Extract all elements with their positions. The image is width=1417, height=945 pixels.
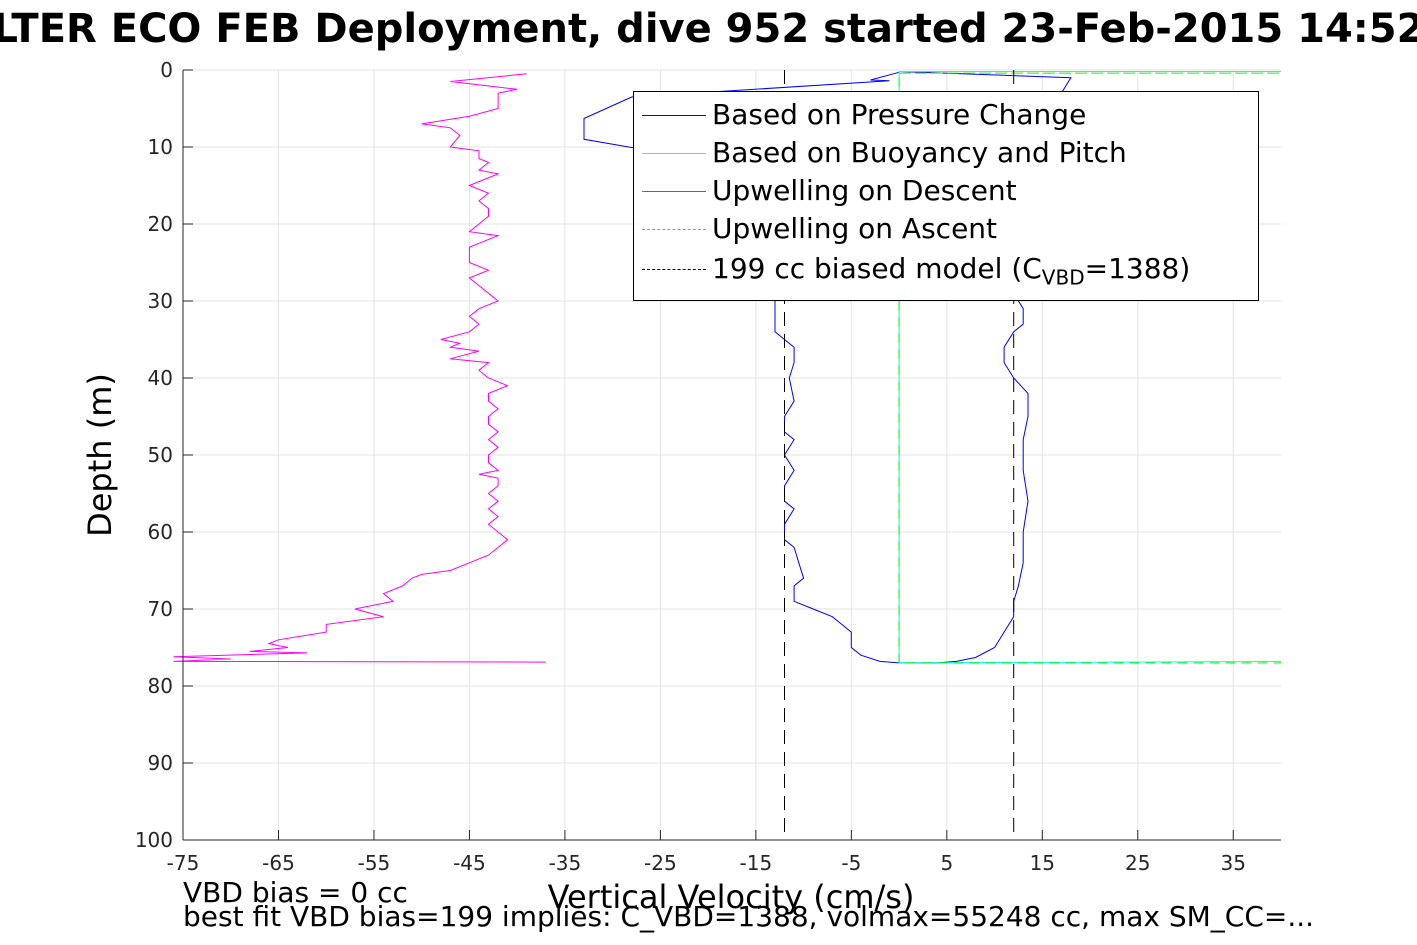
y-tick-label: 70 (148, 597, 173, 621)
y-tick-label: 20 (148, 212, 173, 236)
legend: Based on Pressure Change Based on Buoyan… (633, 91, 1259, 301)
series-line-2 (173, 73, 546, 663)
legend-label-buoyancy: Based on Buoyancy and Pitch (712, 136, 1127, 169)
tick-labels: -75 -65 -55 -45 -35 -25 -15 -5 5 15 25 350102030405… (135, 58, 1246, 875)
x-tick-label: 15 (1030, 851, 1055, 875)
x-tick-label: -15 (740, 851, 773, 875)
legend-swatch-biased-model (642, 269, 706, 270)
x-tick-label: -65 (262, 851, 295, 875)
x-axis-label: Vertical Velocity (cm/s) (547, 878, 915, 916)
x-tick-label: 5 (940, 851, 953, 875)
y-tick-label: 60 (148, 520, 173, 544)
x-tick-label: 35 (1221, 851, 1246, 875)
y-tick-label: 90 (148, 751, 173, 775)
y-tick-label: 50 (148, 443, 173, 467)
y-tick-label: 0 (160, 58, 173, 82)
legend-entry-biased-model: 199 cc biased model (CVBD=1388) (634, 250, 1258, 290)
legend-label-biased-model-suffix: =1388) (1084, 252, 1191, 285)
y-tick-label: 100 (135, 828, 173, 852)
y-tick-label: 80 (148, 674, 173, 698)
x-tick-label: -35 (549, 851, 582, 875)
legend-swatch-upwelling-ascent (642, 229, 706, 230)
legend-entry-buoyancy: Based on Buoyancy and Pitch (634, 134, 1258, 172)
series-group (173, 70, 1282, 840)
chart-title: LTER ECO FEB Deployment, dive 952 starte… (0, 6, 1417, 52)
legend-swatch-pressure (642, 115, 706, 116)
legend-label-pressure: Based on Pressure Change (712, 98, 1087, 131)
axes (182, 69, 1281, 841)
y-tick-label: 40 (148, 366, 173, 390)
legend-swatch-upwelling-descent (642, 191, 706, 192)
x-tick-label: 25 (1125, 851, 1150, 875)
legend-entry-upwelling-descent: Upwelling on Descent (634, 172, 1258, 210)
legend-swatch-buoyancy (642, 153, 706, 154)
best-fit-note: best fit VBD bias=199 implies: C_VBD=138… (183, 900, 1315, 933)
legend-entry-pressure: Based on Pressure Change (634, 96, 1258, 134)
y-tick-label: 30 (148, 289, 173, 313)
series-line-3 (898, 72, 1281, 664)
x-tick-label: -45 (453, 851, 486, 875)
y-axis-label: Depth (m) (81, 373, 119, 537)
x-tick-label: -55 (358, 851, 391, 875)
series-line-0 (583, 71, 1072, 664)
legend-label-biased-model-sub: VBD (1041, 265, 1085, 290)
legend-label-biased-model-prefix: 199 cc biased model (C (712, 252, 1042, 285)
legend-label-upwelling-descent: Upwelling on Descent (712, 174, 1017, 207)
x-tick-label: -5 (841, 851, 861, 875)
y-tick-label: 10 (148, 135, 173, 159)
x-tick-label: -75 (167, 851, 200, 875)
x-tick-label: -25 (644, 851, 677, 875)
legend-entry-upwelling-ascent: Upwelling on Ascent (634, 210, 1258, 248)
legend-label-upwelling-ascent: Upwelling on Ascent (712, 212, 998, 245)
legend-label-biased-model: 199 cc biased model (CVBD=1388) (712, 252, 1190, 290)
vbd-bias-note: VBD bias = 0 cc (183, 876, 408, 909)
